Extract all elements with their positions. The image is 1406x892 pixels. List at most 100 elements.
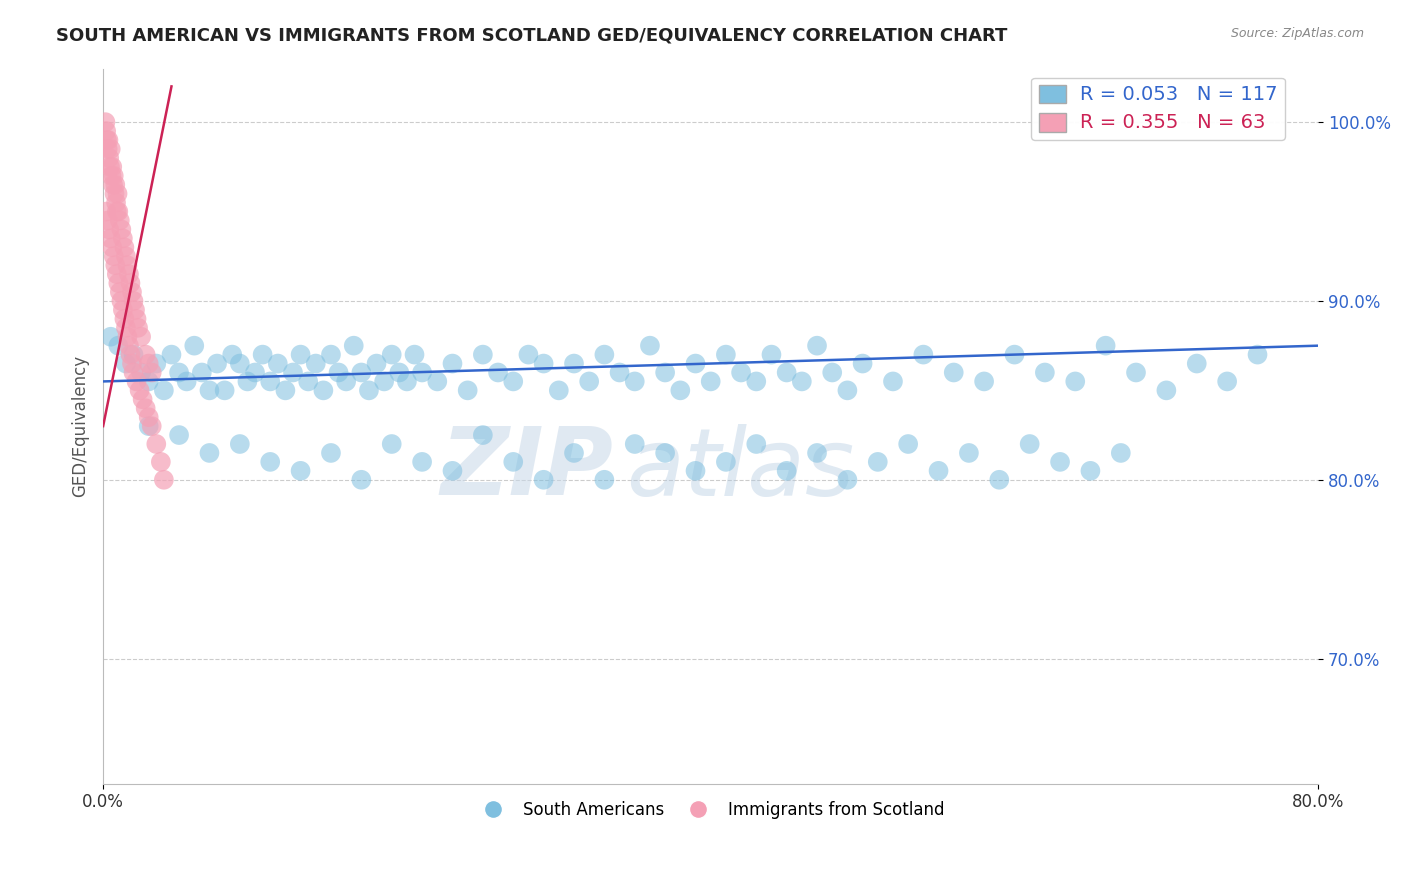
Point [111, 231, 134, 245]
Point [98, 160, 121, 174]
Point [775, 464, 797, 478]
Point [328, 366, 350, 380]
Point [1156, 384, 1178, 398]
Point [343, 339, 366, 353]
Point [100, 142, 122, 156]
Point [259, 375, 281, 389]
Point [96, 204, 118, 219]
Point [547, 384, 569, 398]
Point [1185, 357, 1208, 371]
Point [135, 401, 157, 416]
Legend: South Americans, Immigrants from Scotland: South Americans, Immigrants from Scotlan… [470, 794, 952, 825]
Point [198, 384, 221, 398]
Point [1080, 464, 1102, 478]
Text: atlas: atlas [626, 424, 853, 515]
Point [882, 375, 904, 389]
Point [973, 375, 995, 389]
Point [1049, 455, 1071, 469]
Point [957, 446, 980, 460]
Point [866, 455, 889, 469]
Point [112, 311, 135, 326]
Point [121, 285, 143, 299]
Point [111, 302, 134, 317]
Point [1216, 375, 1239, 389]
Point [221, 348, 243, 362]
Point [457, 384, 479, 398]
Point [100, 169, 122, 183]
Point [131, 392, 153, 407]
Point [388, 366, 411, 380]
Point [1004, 348, 1026, 362]
Point [97, 133, 120, 147]
Point [191, 366, 214, 380]
Point [110, 293, 132, 308]
Point [138, 375, 160, 389]
Point [517, 348, 540, 362]
Point [1109, 446, 1132, 460]
Point [730, 366, 752, 380]
Point [259, 455, 281, 469]
Point [988, 473, 1011, 487]
Point [562, 357, 585, 371]
Point [928, 464, 950, 478]
Point [103, 169, 125, 183]
Point [790, 375, 813, 389]
Point [153, 473, 176, 487]
Point [638, 339, 661, 353]
Point [105, 267, 128, 281]
Point [912, 348, 935, 362]
Point [115, 249, 138, 263]
Point [312, 384, 335, 398]
Point [135, 348, 157, 362]
Point [145, 357, 167, 371]
Point [290, 348, 312, 362]
Point [167, 366, 190, 380]
Point [98, 151, 121, 165]
Point [118, 267, 141, 281]
Point [593, 348, 616, 362]
Point [127, 320, 149, 334]
Point [942, 366, 965, 380]
Point [122, 348, 145, 362]
Point [502, 455, 524, 469]
Point [381, 437, 404, 451]
Point [745, 375, 768, 389]
Point [623, 375, 645, 389]
Point [120, 348, 142, 362]
Point [198, 446, 221, 460]
Point [141, 366, 163, 380]
Point [806, 446, 828, 460]
Point [411, 455, 433, 469]
Point [533, 357, 555, 371]
Point [97, 142, 120, 156]
Point [149, 455, 172, 469]
Point [502, 375, 524, 389]
Point [685, 464, 707, 478]
Point [101, 160, 124, 174]
Point [94, 115, 117, 129]
Point [108, 285, 131, 299]
Point [806, 339, 828, 353]
Point [471, 428, 494, 442]
Point [243, 366, 266, 380]
Point [281, 366, 304, 380]
Point [125, 311, 148, 326]
Text: Source: ZipAtlas.com: Source: ZipAtlas.com [1230, 27, 1364, 40]
Point [319, 446, 342, 460]
Point [176, 375, 198, 389]
Point [115, 320, 138, 334]
Point [471, 348, 494, 362]
Point [129, 329, 152, 343]
Point [350, 366, 373, 380]
Text: SOUTH AMERICAN VS IMMIGRANTS FROM SCOTLAND GED/EQUIVALENCY CORRELATION CHART: SOUTH AMERICAN VS IMMIGRANTS FROM SCOTLA… [56, 27, 1008, 45]
Point [1064, 375, 1087, 389]
Point [107, 339, 129, 353]
Point [138, 419, 160, 434]
Point [441, 357, 464, 371]
Point [96, 124, 118, 138]
Point [1033, 366, 1056, 380]
Point [214, 384, 236, 398]
Point [105, 195, 128, 210]
Point [381, 348, 404, 362]
Point [761, 348, 783, 362]
